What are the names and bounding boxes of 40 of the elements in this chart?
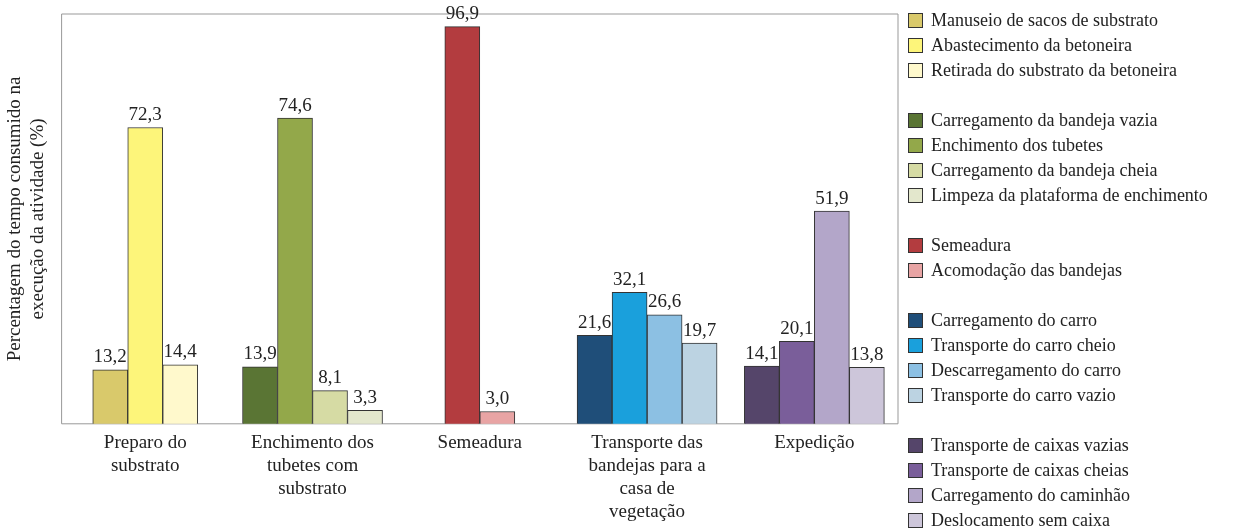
legend-label: Deslocamento sem caixa — [931, 510, 1110, 531]
data-label: 13,8 — [850, 342, 884, 364]
legend-label: Carregamento da bandeja vazia — [931, 110, 1158, 131]
data-label: 96,9 — [445, 2, 479, 24]
legend-label: Abastecimento da betoneira — [931, 35, 1132, 56]
data-label: 51,9 — [815, 186, 849, 208]
data-label: 20,1 — [780, 316, 814, 338]
y-axis-title: Percentagem do tempo consumido na execução da atividade (%) — [3, 75, 49, 362]
data-label: 32,1 — [612, 267, 647, 289]
data-label: 74,6 — [278, 93, 312, 115]
x-tick-label: Preparo do substrato — [103, 431, 187, 475]
data-label: 14,4 — [163, 340, 198, 362]
legend-label: Manuseio de sacos de substrato — [931, 10, 1158, 31]
legend-label: Transporte de caixas cheias — [931, 460, 1129, 481]
data-label: 14,1 — [745, 341, 779, 363]
data-label: 8,1 — [318, 366, 342, 388]
data-label: 72,3 — [128, 103, 162, 124]
x-tick-label: Expedição — [774, 431, 855, 453]
legend-label: Retirada do substrato da betoneira — [931, 60, 1177, 81]
data-label: 26,6 — [647, 290, 682, 312]
legend-label: Transporte de caixas vazias — [931, 435, 1129, 456]
legend-label: Limpeza da plataforma de enchimento — [931, 185, 1208, 206]
legend-label: Acomodação das bandejas — [931, 260, 1122, 281]
data-label: 3,0 — [485, 386, 510, 408]
data-label: 21,6 — [577, 310, 612, 332]
legend-label: Transporte do carro vazio — [931, 385, 1116, 406]
x-tick-label: Transporte das bandejas para a casa de vegetação — [588, 431, 707, 521]
legend-label: Carregamento do carro — [931, 310, 1097, 331]
data-label: 13,2 — [93, 345, 127, 367]
legend-label: Enchimento dos tubetes — [931, 135, 1103, 156]
x-tick-label: Semeadura — [437, 431, 523, 453]
legend-label: Semeadura — [931, 235, 1011, 256]
data-label: 13,9 — [243, 342, 277, 364]
x-tick-label: Enchimento dos tubetes com substrato — [251, 431, 374, 498]
data-label: 19,7 — [682, 318, 717, 340]
data-label: 3,3 — [353, 385, 377, 407]
legend-label: Carregamento do caminhão — [931, 485, 1130, 506]
legend-label: Carregamento da bandeja cheia — [931, 160, 1158, 181]
legend-label: Descarregamento do carro — [931, 360, 1121, 381]
legend-label: Transporte do carro cheio — [931, 335, 1116, 356]
